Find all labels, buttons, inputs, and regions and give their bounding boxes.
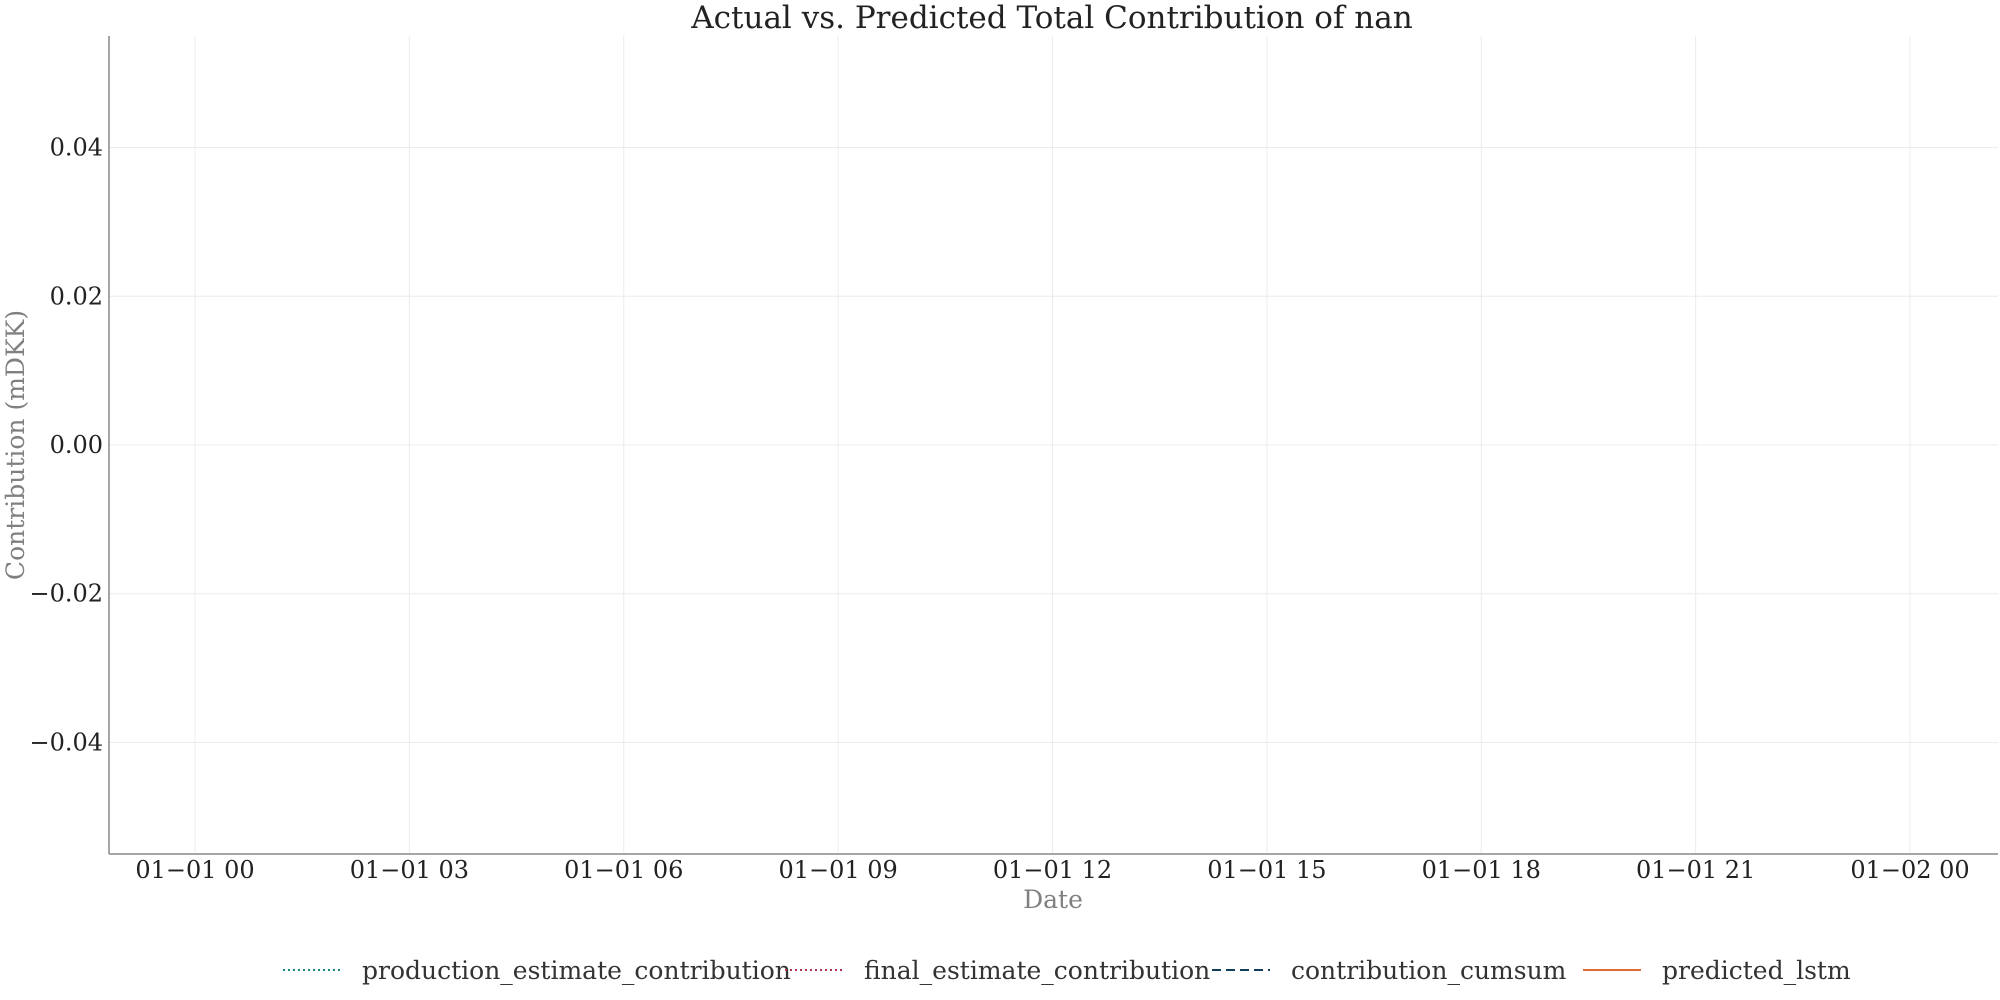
x-tick-label: 01−01 18 [1422, 856, 1541, 884]
legend-label-2: contribution_cumsum [1291, 956, 1567, 985]
legend: production_estimate_contribution final_es… [283, 956, 1851, 985]
x-tick-label: 01−01 15 [1207, 856, 1326, 884]
y-axis-label: Contribution (mDKK) [1, 310, 30, 580]
y-tick-label: 0.02 [50, 282, 103, 310]
y-tick-label: −0.02 [29, 580, 103, 608]
x-tick-label: 01−01 06 [564, 856, 683, 884]
y-tick-label: −0.04 [29, 728, 103, 756]
x-tick-label: 01−01 21 [1636, 856, 1755, 884]
y-tick-label: 0.04 [50, 134, 103, 162]
y-tick-label: 0.00 [50, 431, 103, 459]
x-tick-labels: 01−01 00 01−01 03 01−01 06 01−01 09 01−01 12… [135, 856, 1969, 884]
grid-lines [109, 36, 1998, 854]
x-tick-label: 01−01 12 [993, 856, 1112, 884]
legend-label-1: final_estimate_contribution [864, 956, 1210, 985]
x-tick-label: 01−02 00 [1850, 856, 1969, 884]
x-axis-label: Date [1023, 885, 1083, 914]
legend-label-3: predicted_lstm [1662, 956, 1851, 985]
x-tick-label: 01−01 09 [778, 856, 897, 884]
chart-title: Actual vs. Predicted Total Contribution … [690, 0, 1412, 36]
y-tick-labels: 0.04 0.02 0.00 −0.02 −0.04 [29, 134, 103, 757]
x-tick-label: 01−01 03 [350, 856, 469, 884]
legend-label-0: production_estimate_contribution [362, 956, 791, 985]
x-tick-label: 01−01 00 [135, 856, 254, 884]
